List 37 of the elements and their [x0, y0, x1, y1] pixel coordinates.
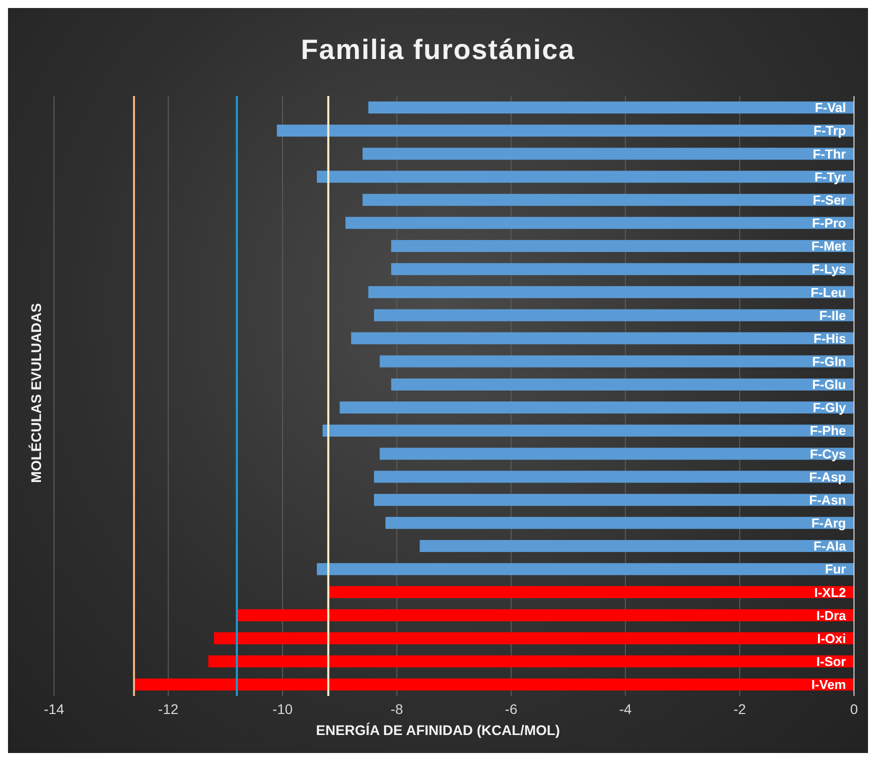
y-tick-label: Fur — [825, 562, 846, 577]
x-tick-label: -6 — [504, 700, 518, 717]
y-tick-label: F-Glu — [812, 377, 846, 392]
y-tick-label: F-Val — [814, 100, 846, 116]
x-tick-label: -2 — [733, 700, 746, 717]
y-tick-label: I-Vem — [811, 677, 846, 692]
y-tick-label: F-Met — [811, 238, 847, 254]
y-tick-label: F-Trp — [814, 123, 846, 138]
x-tick-label: -8 — [390, 700, 404, 717]
y-tick-label: F-Gly — [812, 400, 847, 416]
y-tick-label: F-Arg — [811, 516, 846, 531]
y-tick-label: F-Ser — [812, 192, 846, 208]
y-tick-label: I-Dra — [816, 608, 847, 623]
y-tick-label: I-XL2 — [814, 584, 846, 600]
y-tick-label: F-Phe — [810, 423, 846, 438]
y-tick-label: F-Thr — [812, 146, 846, 162]
y-tick-label: I-Oxi — [817, 630, 846, 646]
y-tick-label: F-Lys — [812, 262, 846, 277]
chart-title: Familia furostánica — [300, 34, 576, 66]
y-tick-label: F-Pro — [812, 216, 846, 231]
y-tick-label: F-Asp — [809, 469, 846, 484]
y-tick-label: F-His — [814, 330, 846, 346]
y-axis-title: MOLÉCULAS EVULUADAS — [28, 303, 44, 483]
y-tick-label: F-Tyr — [814, 169, 846, 184]
x-tick-label: -14 — [44, 700, 64, 717]
x-tick-label: -4 — [619, 700, 632, 717]
y-tick-label: F-Cys — [810, 446, 846, 462]
y-tick-label: F-Ile — [819, 308, 846, 323]
y-tick-label: F-Asn — [809, 492, 846, 508]
x-axis-title: ENERGÍA DE AFINIDAD (KCAL/MOL) — [315, 722, 561, 738]
y-tick-label: F-Ala — [814, 538, 847, 554]
y-tick-label: F-Gln — [812, 354, 846, 369]
y-tick-label: F-Leu — [810, 284, 846, 300]
x-tick-label: -12 — [158, 700, 179, 717]
x-tick-label: 0 — [850, 700, 858, 717]
y-tick-label: I-Sor — [816, 654, 846, 669]
x-tick-label: -10 — [272, 700, 293, 717]
